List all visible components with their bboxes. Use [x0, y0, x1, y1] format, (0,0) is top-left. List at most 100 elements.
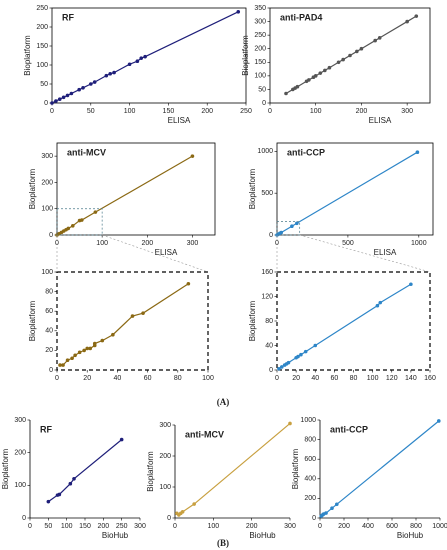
data-point — [336, 60, 341, 65]
x-axis-label: ELISA — [369, 116, 392, 125]
y-tick-label: 0 — [49, 367, 53, 374]
plot-frame — [56, 142, 216, 236]
y-tick-label: 350 — [254, 5, 266, 12]
y-tick-label: 40 — [265, 342, 273, 349]
data-point — [323, 68, 327, 73]
data-point — [82, 348, 86, 353]
y-tick-label: 0 — [269, 232, 273, 239]
plot-frame — [276, 142, 434, 236]
y-tick-label: 300 — [159, 422, 171, 429]
data-point — [119, 437, 124, 442]
x-axis-label: ELISA — [374, 248, 397, 257]
x-tick-label: 200 — [141, 240, 153, 247]
x-tick-label: 300 — [401, 108, 413, 115]
data-point — [57, 492, 62, 497]
y-tick-label: 200 — [159, 453, 171, 460]
x-tick-label: 150 — [163, 108, 175, 115]
data-point — [135, 59, 140, 63]
plot-frame — [269, 7, 431, 104]
panel-label: (B) — [217, 538, 229, 548]
data-point — [279, 230, 284, 235]
data-point — [85, 346, 89, 351]
y-tick-label: 100 — [41, 206, 53, 213]
y-tick-label: 100 — [14, 482, 26, 489]
data-point — [69, 91, 74, 96]
data-point — [92, 341, 97, 346]
x-tick-label: 300 — [134, 523, 146, 530]
data-point — [303, 349, 308, 354]
data-point — [100, 338, 105, 343]
data-point — [378, 300, 383, 305]
y-tick-label: 1000 — [257, 148, 273, 155]
data-point — [180, 510, 185, 514]
data-point — [318, 71, 323, 75]
x-tick-label: 250 — [240, 108, 252, 115]
data-point — [359, 46, 364, 51]
y-tick-label: 250 — [254, 32, 266, 39]
y-tick-label: 0 — [22, 515, 26, 522]
y-tick-label: 200 — [41, 179, 53, 186]
data-point — [71, 224, 75, 228]
x-tick-label: 80 — [350, 375, 358, 382]
x-tick-label: 0 — [28, 523, 32, 530]
x-tick-label: 20 — [83, 375, 91, 382]
x-tick-label: 120 — [386, 375, 398, 382]
data-point — [335, 502, 339, 507]
y-tick-label: 100 — [36, 62, 48, 69]
x-tick-label: 300 — [187, 240, 199, 247]
zoom-box — [56, 208, 103, 236]
y-tick-label: 800 — [304, 436, 316, 443]
y-tick-label: 600 — [304, 456, 316, 463]
data-point — [143, 54, 147, 59]
trend-line — [47, 439, 123, 503]
data-point — [277, 366, 281, 371]
chart-title: anti-CCP — [330, 424, 368, 434]
x-tick-label: 200 — [356, 108, 368, 115]
chart-title: anti-MCV — [185, 429, 224, 439]
chart-title: RF — [62, 12, 74, 22]
data-point — [61, 95, 66, 100]
y-tick-label: 0 — [49, 232, 53, 239]
y-tick-label: 1000 — [300, 417, 316, 424]
y-axis-label: Bioplatform — [28, 168, 37, 209]
data-point — [190, 154, 195, 158]
x-axis-label: ELISA — [168, 116, 191, 125]
x-tick-label: 140 — [405, 375, 417, 382]
data-point — [88, 346, 93, 351]
x-tick-label: 200 — [246, 523, 258, 530]
y-tick-label: 60 — [45, 308, 53, 315]
panel-label: (A) — [217, 397, 230, 407]
data-point — [111, 332, 115, 337]
data-point — [66, 226, 71, 231]
chart-title: anti-MCV — [67, 147, 106, 157]
data-point — [348, 53, 352, 58]
data-point — [57, 97, 62, 101]
data-point — [236, 10, 241, 14]
data-point — [313, 74, 318, 78]
y-tick-label: 200 — [36, 24, 48, 31]
zoom-box — [276, 221, 301, 236]
data-point — [414, 14, 419, 18]
y-axis-label: Bioplatform — [1, 448, 10, 489]
data-point — [92, 80, 97, 84]
chart-title: RF — [40, 424, 52, 434]
y-axis-label: Bioplatform — [28, 300, 37, 341]
y-tick-label: 0 — [44, 100, 48, 107]
x-tick-label: 0 — [50, 108, 54, 115]
y-tick-label: 80 — [45, 288, 53, 295]
x-tick-label: 60 — [330, 375, 338, 382]
y-tick-label: 0 — [167, 515, 171, 522]
data-point — [288, 421, 292, 426]
data-point — [77, 350, 82, 355]
y-tick-label: 400 — [304, 476, 316, 483]
data-point — [61, 363, 65, 367]
x-tick-label: 80 — [174, 375, 182, 382]
data-point — [77, 87, 81, 92]
y-tick-label: 40 — [45, 328, 53, 335]
data-point — [437, 419, 441, 423]
data-point — [186, 281, 191, 286]
zoom-connector — [102, 234, 209, 273]
data-point — [139, 56, 144, 60]
x-tick-label: 200 — [201, 108, 213, 115]
